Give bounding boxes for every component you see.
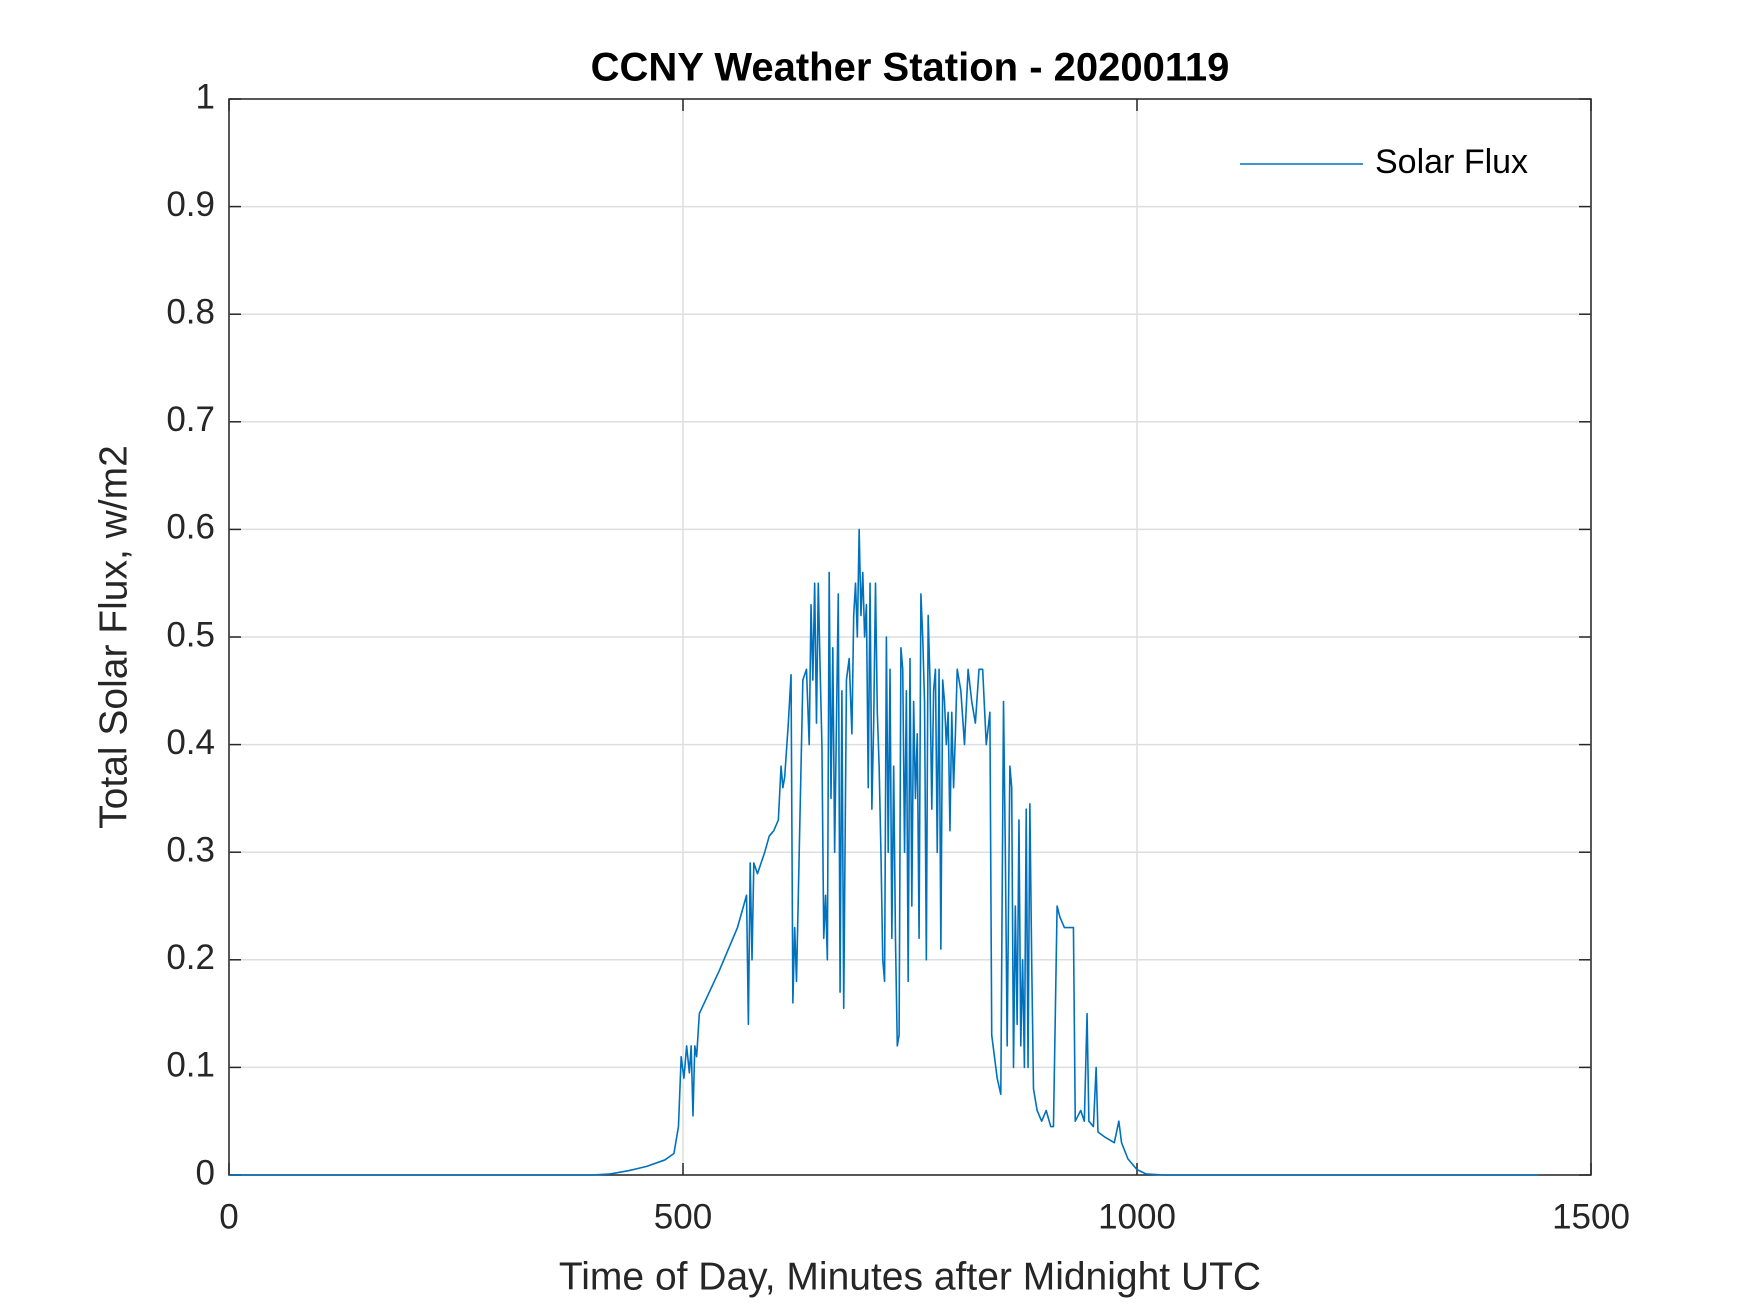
y-tick-label: 0.9: [166, 185, 215, 224]
y-tick-label: 0.7: [166, 400, 215, 439]
x-tick-label: 500: [654, 1197, 712, 1236]
y-tick-label: 0.2: [166, 938, 215, 977]
x-axis-label: Time of Day, Minutes after Midnight UTC: [559, 1255, 1261, 1298]
plot-frame: [228, 98, 1592, 1176]
x-tick-label: 1500: [1552, 1197, 1630, 1236]
x-tick-label: 1000: [1098, 1197, 1176, 1236]
y-tick-label: 0.8: [166, 292, 215, 331]
y-tick-label: 0: [196, 1153, 215, 1192]
chart-title: CCNY Weather Station - 20200119: [591, 46, 1230, 90]
x-tick-label: 0: [219, 1197, 238, 1236]
y-tick-label: 0.1: [166, 1046, 215, 1085]
legend-label: Solar Flux: [1375, 143, 1528, 181]
y-tick-label: 1: [196, 77, 215, 116]
y-tick-label: 0.5: [166, 615, 215, 654]
y-tick-label: 0.6: [166, 508, 215, 547]
y-axis-label: Total Solar Flux, w/m2: [92, 445, 135, 829]
y-tick-label: 0.4: [166, 723, 215, 762]
data-line: [229, 528, 1539, 1176]
y-tick-label: 0.3: [166, 830, 215, 869]
